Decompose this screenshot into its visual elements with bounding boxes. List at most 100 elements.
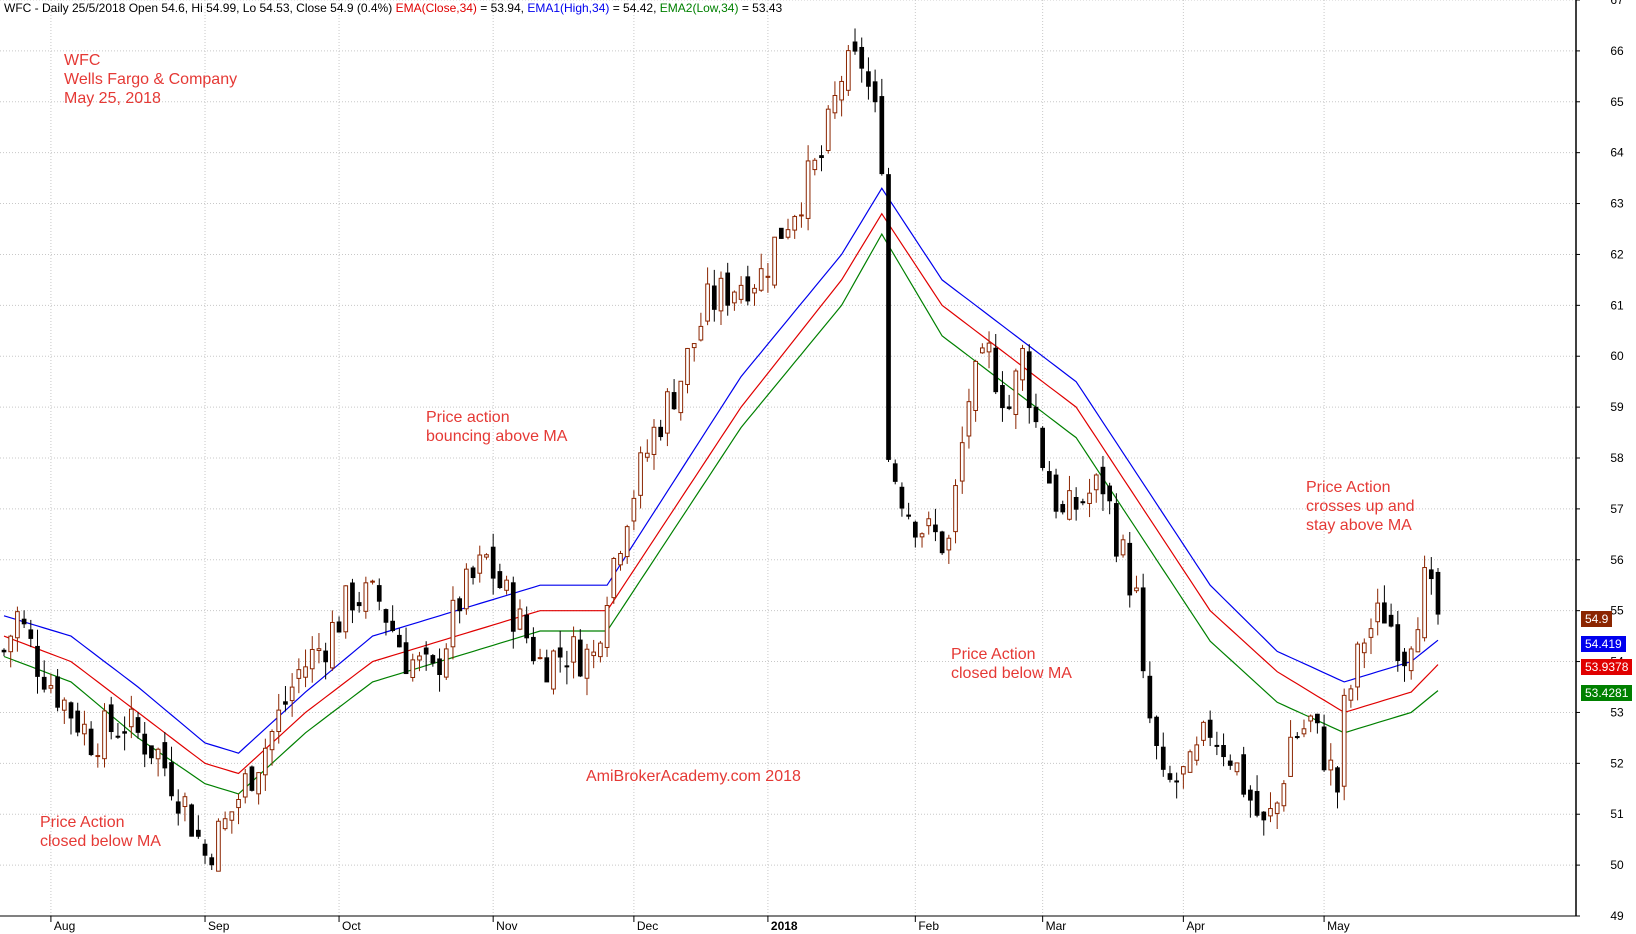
candle-up bbox=[477, 554, 483, 574]
candle-up bbox=[95, 755, 101, 758]
candle-up bbox=[289, 686, 295, 702]
candle-down bbox=[1207, 719, 1213, 738]
candle-down bbox=[1160, 746, 1166, 770]
candle-up bbox=[1348, 688, 1354, 701]
candle-up bbox=[698, 325, 704, 341]
candle-down bbox=[1006, 406, 1012, 409]
candle-up bbox=[1087, 492, 1092, 504]
candle-down bbox=[852, 41, 858, 52]
y-tick-label: 65 bbox=[1610, 95, 1624, 109]
right-annotation: Price Action crosses up and stay above M… bbox=[1306, 478, 1415, 535]
candle-down bbox=[195, 829, 201, 837]
candle-down bbox=[1, 649, 7, 653]
candle-up bbox=[1201, 721, 1206, 741]
candle-down bbox=[35, 645, 40, 677]
candle-down bbox=[1382, 602, 1387, 624]
candle-up bbox=[1368, 628, 1374, 638]
candle-up bbox=[551, 650, 556, 690]
candle-down bbox=[1294, 736, 1300, 739]
candle-up bbox=[363, 582, 369, 612]
candle-up bbox=[973, 360, 978, 411]
ema-value: = 53.94, bbox=[480, 1, 524, 15]
candle-down bbox=[510, 582, 516, 632]
candle-up bbox=[718, 277, 724, 312]
candle-down bbox=[202, 843, 208, 856]
candle-down bbox=[859, 46, 865, 69]
candle-up bbox=[1274, 802, 1280, 814]
candle-down bbox=[564, 665, 570, 668]
candle-up bbox=[591, 651, 597, 657]
candle-up bbox=[8, 635, 14, 653]
candle-up bbox=[269, 731, 275, 751]
left-annotation: Price Action closed below MA bbox=[40, 813, 161, 851]
candle-down bbox=[819, 155, 824, 159]
candle-up bbox=[799, 214, 804, 217]
candle-down bbox=[189, 804, 194, 837]
annotation-line: stay above MA bbox=[1306, 517, 1412, 534]
candle-up bbox=[216, 820, 221, 872]
candle-up bbox=[1187, 751, 1193, 773]
candle-up bbox=[758, 268, 764, 291]
candle-up bbox=[785, 229, 791, 238]
y-tick-label: 56 bbox=[1610, 553, 1624, 567]
candle-up bbox=[919, 533, 925, 538]
candle-down bbox=[912, 521, 918, 538]
candle-up bbox=[256, 772, 261, 795]
candle-down bbox=[939, 531, 945, 554]
candle-down bbox=[135, 717, 141, 733]
candle-up bbox=[464, 568, 469, 610]
candle-down bbox=[872, 81, 878, 103]
candle-down bbox=[745, 276, 751, 302]
candle-down bbox=[1053, 474, 1059, 512]
candle-up bbox=[296, 669, 302, 679]
candle-up bbox=[765, 275, 771, 278]
candle-up bbox=[618, 552, 623, 566]
candle-down bbox=[1047, 471, 1052, 484]
x-tick-label: 2018 bbox=[771, 919, 798, 933]
candle-down bbox=[323, 650, 328, 663]
candle-up bbox=[236, 798, 241, 809]
candle-up bbox=[805, 160, 811, 219]
y-tick-label: 60 bbox=[1610, 349, 1624, 363]
y-tick-label: 66 bbox=[1610, 44, 1624, 58]
right-mid-annotation: Price Action closed below MA bbox=[951, 645, 1072, 683]
candle-up bbox=[1355, 643, 1360, 688]
candle-up bbox=[102, 710, 107, 760]
candle-up bbox=[678, 380, 684, 414]
candle-down bbox=[1154, 716, 1159, 746]
candle-up bbox=[316, 648, 322, 651]
candle-down bbox=[149, 745, 154, 759]
candle-up bbox=[517, 608, 523, 630]
candle-up bbox=[812, 159, 818, 171]
candle-down bbox=[886, 174, 891, 460]
candle-up bbox=[685, 347, 690, 385]
candle-down bbox=[1248, 789, 1253, 801]
candle-up bbox=[537, 657, 543, 660]
candle-down bbox=[1221, 745, 1226, 758]
candle-down bbox=[430, 655, 436, 664]
annotation-line: WFC bbox=[64, 52, 101, 69]
candle-up bbox=[644, 452, 650, 458]
candle-up bbox=[665, 391, 670, 434]
candle-down bbox=[1033, 406, 1039, 423]
candle-down bbox=[906, 514, 911, 517]
candle-down bbox=[725, 272, 731, 306]
candle-up bbox=[986, 342, 992, 353]
ema-line bbox=[3, 212, 1439, 775]
candle-up bbox=[410, 659, 416, 678]
candle-up bbox=[1281, 783, 1287, 807]
candle-down bbox=[879, 96, 885, 175]
annotation-line: bouncing above MA bbox=[426, 428, 568, 445]
candle-down bbox=[397, 634, 402, 648]
annotation-line: May 25, 2018 bbox=[64, 90, 161, 107]
annotation-line: Price Action bbox=[40, 814, 125, 831]
candle-up bbox=[598, 642, 603, 658]
candle-down bbox=[28, 629, 34, 639]
candle-down bbox=[1060, 504, 1066, 513]
y-tick-label: 63 bbox=[1610, 197, 1624, 211]
candle-down bbox=[531, 636, 536, 662]
y-tick-label: 52 bbox=[1610, 756, 1624, 770]
candle-down bbox=[21, 618, 27, 625]
candle-up bbox=[242, 773, 248, 798]
candle-down bbox=[711, 285, 717, 310]
